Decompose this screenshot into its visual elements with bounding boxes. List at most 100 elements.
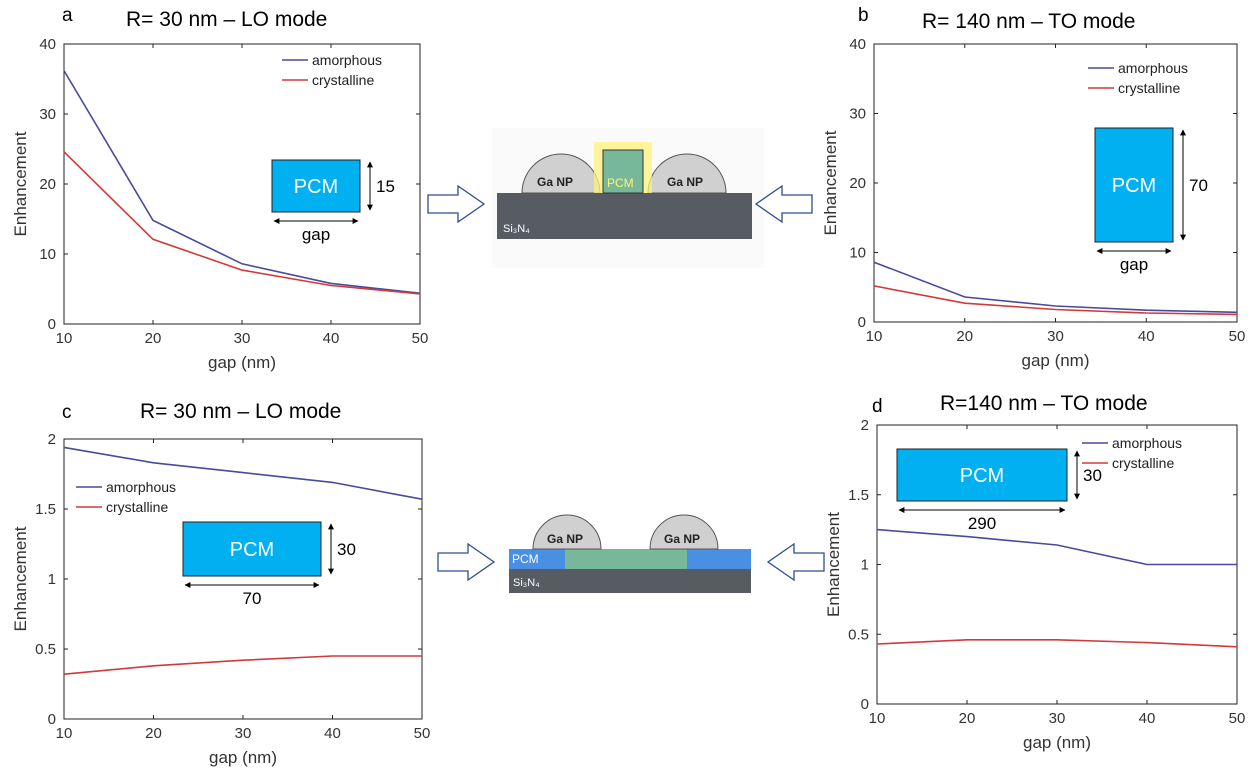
ga-np-right-top	[647, 153, 727, 194]
x-tick-label: 50	[414, 725, 431, 742]
series-line-crystalline-a	[63, 151, 421, 295]
y-tick-label: 40	[849, 36, 866, 53]
legend-label-amorphous: amorphous	[1118, 60, 1188, 76]
x-tick-label: 20	[956, 328, 973, 345]
x-axis-label-a: gap (nm)	[208, 353, 276, 372]
pcm-label-bottom: PCM	[512, 552, 539, 566]
legend-b: amorphous crystalline	[1088, 60, 1188, 96]
y-tick-label: 1.5	[35, 501, 56, 518]
inset-d: PCM 30 290	[896, 448, 1102, 533]
arrow-right-bottom	[437, 542, 496, 582]
schematic-bottom: Si₃N₄ Ga NP Ga NP PCM	[509, 514, 751, 593]
inset-pcm-box	[896, 448, 1068, 502]
inset-pcm-label: PCM	[960, 465, 1004, 487]
y-tick-label: 1	[861, 557, 869, 574]
chart-panel-c: 10 20 30 40 50 0 0.5 1 1.5 2 gap (nm) Enhancement am…	[11, 431, 430, 767]
inset-pcm-box	[271, 159, 361, 213]
inset-height-label: 15	[376, 177, 395, 196]
inset-width-label: 290	[968, 514, 996, 533]
x-tick-label: 20	[959, 710, 976, 727]
panel-letter-d: d	[872, 396, 883, 417]
legend-label-amorphous: amorphous	[312, 52, 382, 68]
x-tick-label: 40	[324, 725, 341, 742]
legend-c: amorphous crystalline	[76, 479, 176, 515]
y-tick-label: 20	[39, 176, 56, 193]
x-tick-label: 10	[56, 725, 73, 742]
y-tick-label: 30	[39, 106, 56, 123]
pcm-layer-left-bottom	[509, 549, 565, 569]
arrow-right-top	[427, 184, 486, 224]
y-tick-label: 20	[849, 175, 866, 192]
legend-label-crystalline: crystalline	[312, 72, 374, 88]
x-tick-label: 10	[56, 330, 73, 347]
series-line-amorphous-b	[873, 261, 1238, 314]
ga-np-right-bottom	[649, 514, 719, 550]
y-tick-label: 2	[861, 417, 869, 434]
inset-height-label: 30	[1083, 466, 1102, 485]
ga-np-label-left-bottom: Ga NP	[547, 532, 583, 546]
chart-panel-d: 10 20 30 40 50 0 0.5 1 1.5 2 gap (nm) Enhancement am…	[824, 417, 1245, 752]
y-tick-label: 0	[48, 316, 56, 333]
inset-pcm-box	[182, 521, 322, 577]
series-line-crystalline-d	[876, 638, 1238, 648]
substrate-label-bottom: Si₃N₄	[513, 577, 540, 589]
x-tick-label: 10	[869, 710, 886, 727]
y-tick-label: 2	[48, 431, 56, 448]
legend-a: amorphous crystalline	[282, 52, 382, 88]
ga-np-left-bottom	[532, 514, 602, 550]
ga-np-label-right-bottom: Ga NP	[664, 532, 700, 546]
panel-letter-c: c	[62, 402, 72, 423]
y-tick-label: 0.5	[35, 641, 56, 658]
pcm-label-top: PCM	[607, 176, 634, 190]
arrow-left-top	[754, 184, 813, 224]
y-tick-label: 0	[861, 696, 869, 713]
x-tick-label: 20	[145, 725, 162, 742]
pcm-block-top	[602, 149, 644, 194]
chart-title-b: R= 140 nm – TO mode	[922, 10, 1136, 33]
inset-height-label: 70	[1189, 176, 1208, 195]
chart-title-c: R= 30 nm – LO mode	[140, 400, 342, 423]
legend-label-amorphous: amorphous	[106, 479, 176, 495]
x-tick-label: 30	[234, 330, 251, 347]
y-axis-label-c: Enhancement	[11, 526, 30, 631]
series-line-amorphous-c	[63, 446, 423, 500]
y-tick-label: 0.5	[848, 626, 869, 643]
series-line-amorphous-a	[63, 70, 421, 294]
legend-label-crystalline: crystalline	[1118, 80, 1180, 96]
x-tick-label: 40	[1138, 328, 1155, 345]
chart-title-a: R= 30 nm – LO mode	[126, 8, 328, 31]
x-tick-label: 50	[412, 330, 429, 347]
y-axis-label-a: Enhancement	[11, 131, 30, 236]
y-axis-label-b: Enhancement	[821, 130, 840, 235]
pcm-layer-mid-bottom	[565, 549, 687, 569]
y-tick-label: 0	[48, 711, 56, 728]
inset-a: PCM 15 gap	[271, 159, 395, 244]
x-axis-label-d: gap (nm)	[1023, 733, 1091, 752]
y-tick-label: 40	[39, 36, 56, 53]
x-tick-label: 40	[323, 330, 340, 347]
x-axis-label-b: gap (nm)	[1021, 351, 1089, 370]
y-tick-label: 10	[39, 246, 56, 263]
x-tick-label: 40	[1139, 710, 1156, 727]
y-tick-label: 0	[858, 314, 866, 331]
legend-label-amorphous: amorphous	[1112, 435, 1182, 451]
x-tick-label: 30	[235, 725, 252, 742]
y-axis-label-d: Enhancement	[824, 512, 843, 617]
legend-label-crystalline: crystalline	[1112, 455, 1174, 471]
y-tick-label: 30	[849, 106, 866, 123]
ga-np-label-left-top: Ga NP	[537, 175, 573, 189]
arrow-left-bottom	[766, 542, 825, 582]
legend-label-crystalline: crystalline	[106, 499, 168, 515]
inset-b: PCM 70 gap	[1094, 127, 1208, 274]
series-line-crystalline-b	[873, 285, 1238, 316]
y-tick-label: 1	[48, 571, 56, 588]
inset-width-label: gap	[302, 225, 330, 244]
x-tick-label: 10	[866, 328, 883, 345]
pcm-layer-right-bottom	[687, 549, 751, 569]
inset-pcm-label: PCM	[294, 176, 338, 198]
series-line-crystalline-c	[63, 655, 422, 675]
